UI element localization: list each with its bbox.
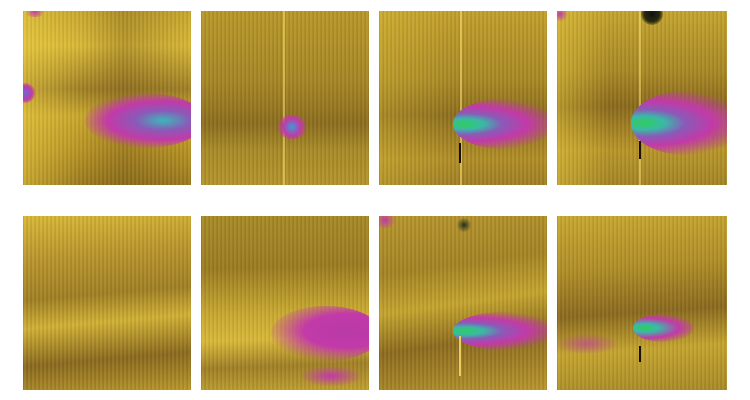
magenta-region [633,314,693,342]
magenta-edge [23,83,35,103]
magenta-corner [379,216,397,228]
magenta-corner [23,11,47,17]
probe-needle [639,141,641,159]
magenta-region [271,306,369,361]
magenta-region [631,91,727,155]
image-panel-r1c1 [23,11,191,185]
divider-line [639,11,641,185]
image-panel-r1c3 [379,11,547,185]
image-panel-r1c2 [201,11,369,185]
magenta-lower [301,366,361,386]
magenta-region [453,312,547,350]
magenta-region [85,93,191,148]
image-panel-r1c4 [557,11,727,185]
magenta-region [453,99,547,149]
magenta-corner [557,11,569,21]
probe-needle [459,336,461,376]
probe-needle [639,346,641,362]
image-panel-r2c1 [23,216,191,390]
divider-line [283,11,285,185]
image-panel-r2c4 [557,216,727,390]
dark-spot [457,218,471,232]
divider-line [460,11,462,185]
magenta-left [557,334,617,354]
image-panel-r2c2 [201,216,369,390]
image-panel-r2c3 [379,216,547,390]
magenta-region [277,115,307,139]
probe-needle [459,143,461,163]
dark-spot [641,11,663,25]
